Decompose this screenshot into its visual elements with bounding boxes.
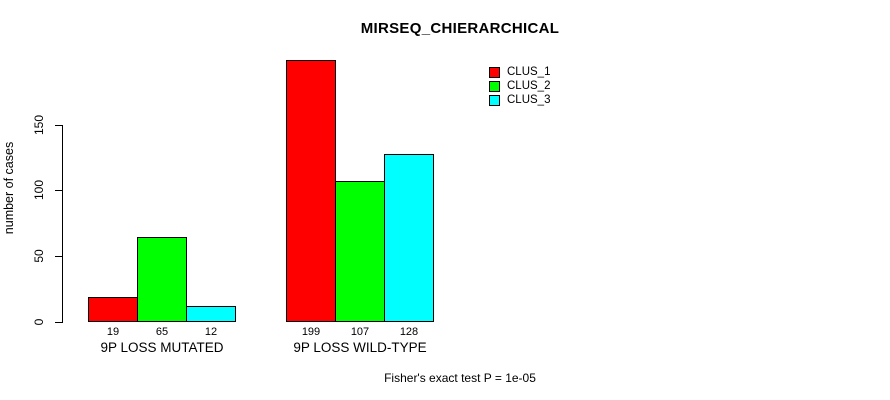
bar-value-label: 107 — [350, 326, 370, 338]
y-tick — [55, 322, 62, 323]
x-category-label: 9P LOSS MUTATED — [100, 340, 224, 355]
legend-label: CLUS_3 — [507, 94, 551, 106]
bar-clus-2-9p-loss-mutated — [137, 237, 187, 322]
legend: CLUS_1 CLUS_2 CLUS_3 — [489, 65, 550, 107]
bar-value-label: 65 — [155, 326, 169, 338]
bar-clus-2-9p-loss-wild-type — [335, 181, 385, 322]
legend-item-clus-2: CLUS_2 — [489, 79, 550, 93]
legend-item-clus-1: CLUS_1 — [489, 65, 550, 79]
x-category-label: 9P LOSS WILD-TYPE — [293, 340, 427, 355]
bar-value-label: 199 — [301, 326, 321, 338]
y-tick — [55, 190, 62, 191]
bar-clus-3-9p-loss-wild-type — [384, 154, 434, 322]
legend-swatch-clus-3 — [489, 94, 500, 106]
bar-value-label: 12 — [204, 326, 218, 338]
y-tick-label: 0 — [32, 318, 46, 326]
bar-value-label: 128 — [399, 326, 419, 338]
bar-value-label: 19 — [106, 326, 120, 338]
y-tick-label: 150 — [32, 114, 46, 136]
legend-label: CLUS_1 — [507, 66, 551, 78]
legend-swatch-clus-2 — [489, 80, 500, 92]
footer-note: Fisher's exact test P = 1e-05 — [384, 371, 536, 385]
legend-item-clus-3: CLUS_3 — [489, 93, 550, 107]
bar-clus-3-9p-loss-mutated — [186, 306, 236, 322]
y-tick-label: 100 — [32, 179, 46, 201]
legend-label: CLUS_2 — [507, 80, 551, 92]
bar-clus-1-9p-loss-wild-type — [286, 60, 336, 322]
y-tick — [55, 125, 62, 126]
y-axis-line — [62, 125, 63, 323]
y-tick-label: 50 — [32, 249, 46, 263]
chart-title: MIRSEQ_CHIERARCHICAL — [360, 20, 560, 37]
y-tick — [55, 256, 62, 257]
legend-swatch-clus-1 — [489, 66, 500, 78]
bar-clus-1-9p-loss-mutated — [88, 297, 138, 322]
